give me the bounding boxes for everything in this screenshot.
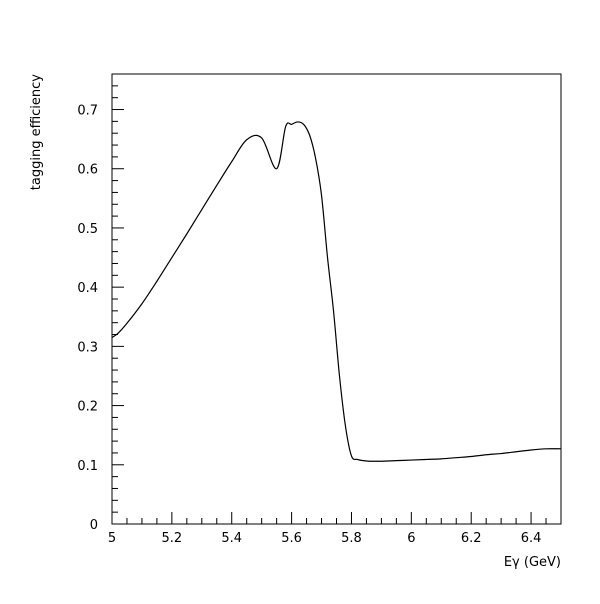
y-tick-label: 0.2 [77,400,98,415]
x-tick-label: 6.4 [521,531,542,546]
y-tick-label: 0.4 [77,281,98,296]
y-tick-label: 0.3 [77,340,98,355]
efficiency-curve [111,121,562,462]
x-tick-label: 6 [407,531,415,546]
y-tick-label: 0.7 [77,104,98,119]
x-tick-label: 6.2 [461,531,482,546]
x-tick-label: 5.8 [341,531,362,546]
y-tick-label: 0.6 [77,163,98,178]
axis-ticks [111,73,562,525]
x-tick-label: 5.6 [281,531,302,546]
x-axis-title: Eγ (GeV) [504,555,561,570]
y-tick-label: 0 [90,518,98,533]
y-tick-label: 0.1 [77,459,98,474]
tick-labels: 5 5.2 5.4 5.6 5.8 6 6.2 6.4 0 0.1 0.2 0.3 0.4 0.5 0.6 0… [77,104,541,546]
plot-frame [111,73,562,525]
x-tick-label: 5 [108,531,116,546]
y-tick-label: 0.5 [77,222,98,237]
x-tick-label: 5.2 [162,531,183,546]
x-tick-label: 5.4 [221,531,242,546]
y-axis-title: tagging efficiency [29,74,44,191]
